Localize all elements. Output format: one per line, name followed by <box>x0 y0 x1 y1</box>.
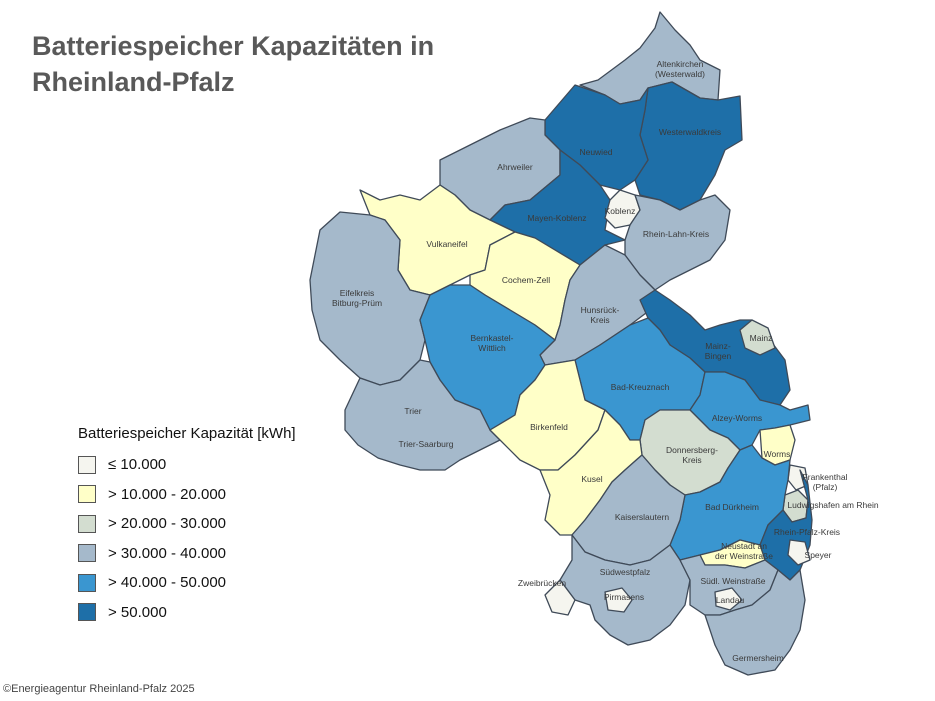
label-bad-duerkheim: Bad Dürkheim <box>705 502 759 512</box>
label-frankenthal: Frankenthal (Pfalz) <box>803 472 848 492</box>
legend-label: ≤ 10.000 <box>108 456 167 474</box>
legend-item: > 20.000 - 30.000 <box>78 509 296 539</box>
label-mainz: Mainz <box>750 333 773 343</box>
label-vulkaneifel: Vulkaneifel <box>426 239 467 249</box>
region-landau <box>714 587 743 611</box>
legend-swatch <box>78 544 96 563</box>
region-zweibruecken <box>544 579 576 616</box>
label-westerwaldkreis: Westerwaldkreis <box>659 127 721 137</box>
region-germersheim <box>704 569 806 676</box>
label-donnersberg: Donnersberg-Kreis <box>666 445 718 465</box>
label-rhein-lahn-kreis: Rhein-Lahn-Kreis <box>643 229 709 239</box>
label-speyer: Speyer <box>805 550 832 560</box>
label-suedwestpfalz: Südwestpfalz <box>600 567 651 577</box>
legend-title: Batteriespeicher Kapazität [kWh] <box>78 425 296 442</box>
region-rhein-lahn-kreis <box>624 194 731 291</box>
legend-item: ≤ 10.000 <box>78 450 296 480</box>
label-cochem-zell: Cochem-Zell <box>502 275 550 285</box>
legend-swatch <box>78 573 96 592</box>
label-ludwigshafen: Ludwigshafen am Rhein <box>787 500 878 510</box>
map-legend: Batteriespeicher Kapazität [kWh] ≤ 10.00… <box>78 425 296 627</box>
label-birkenfeld: Birkenfeld <box>530 422 568 432</box>
label-hunsrueck-kreis: Hunsrück-Kreis <box>581 305 620 325</box>
region-birkenfeld <box>489 359 606 471</box>
label-zweibruecken: Zweibrücken <box>518 578 566 588</box>
label-alzey-worms: Alzey-Worms <box>712 413 762 423</box>
legend-label: > 20.000 - 30.000 <box>108 515 227 533</box>
label-bitburg-pruem: Eifelkreis Bitburg-Prüm <box>332 288 382 308</box>
legend-item: > 40.000 - 50.000 <box>78 568 296 598</box>
region-westerwaldkreis <box>634 81 743 211</box>
region-mainz <box>739 319 776 356</box>
legend-item: > 10.000 - 20.000 <box>78 480 296 510</box>
label-worms: Worms <box>764 449 791 459</box>
label-koblenz: Koblenz <box>605 206 636 216</box>
label-neustadt: Neustadt an der Weinstraße <box>715 541 773 561</box>
label-bad-kreuznach: Bad-Kreuznach <box>611 382 670 392</box>
copyright-credit: ©Energieagentur Rheinland-Pfalz 2025 <box>3 683 195 695</box>
label-suedl-weinstrasse: Südl. Weinstraße <box>700 576 765 586</box>
map-title: Batteriespeicher Kapazitäten in Rheinlan… <box>32 31 435 97</box>
legend-item: > 50.000 <box>78 598 296 628</box>
legend-label: > 30.000 - 40.000 <box>108 544 227 562</box>
label-landau: Landau <box>716 595 745 605</box>
label-neuwied: Neuwied <box>579 147 612 157</box>
label-trier-saarburg: Trier-Saarburg <box>399 439 454 449</box>
label-trier: Trier <box>404 406 421 416</box>
label-pirmasens: Pirmasens <box>604 592 644 602</box>
legend-swatch <box>78 485 96 504</box>
legend-swatch <box>78 514 96 533</box>
label-kaiserslautern: Kaiserslautern <box>615 512 670 522</box>
label-kusel: Kusel <box>581 474 602 484</box>
legend-label: > 50.000 <box>108 603 167 621</box>
legend-swatch <box>78 455 96 474</box>
label-bernkastel-wittlich: Bernkastel-Wittlich <box>471 333 514 353</box>
legend-swatch <box>78 603 96 622</box>
legend-label: > 10.000 - 20.000 <box>108 485 227 503</box>
region-pirmasens <box>604 587 633 613</box>
legend-item: > 30.000 - 40.000 <box>78 539 296 569</box>
legend-label: > 40.000 - 50.000 <box>108 574 227 592</box>
label-germersheim: Germersheim <box>732 653 783 663</box>
region-speyer <box>787 539 811 566</box>
label-mayen-koblenz: Mayen-Koblenz <box>527 213 586 223</box>
label-ahrweiler: Ahrweiler <box>497 162 533 172</box>
label-mainz-bingen: Mainz-Bingen <box>705 341 732 361</box>
region-worms <box>759 424 796 466</box>
label-rhein-pfalz-kreis: Rhein-Pfalz-Kreis <box>774 527 840 537</box>
label-altenkirchen: Altenkirchen (Westerwald) <box>655 59 705 79</box>
